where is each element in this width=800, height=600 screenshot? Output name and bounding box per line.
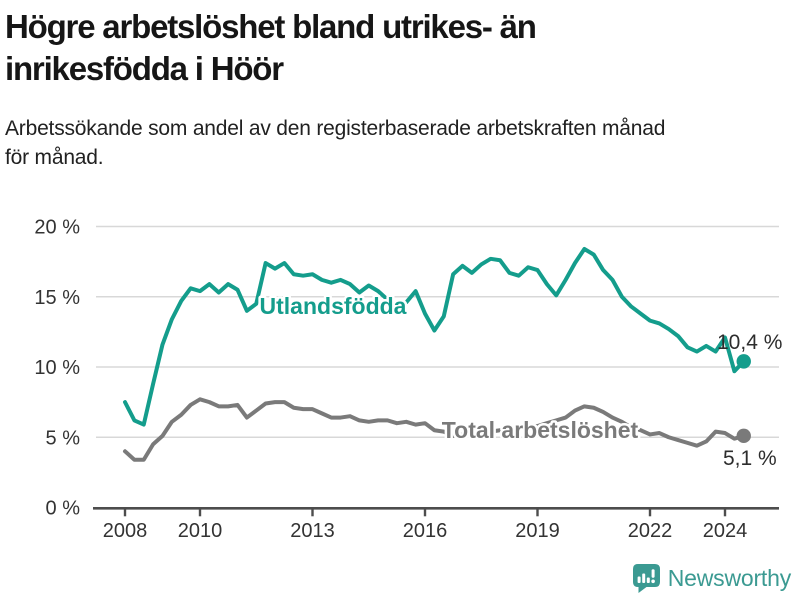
subtitle-line-2: för månad. (5, 146, 104, 169)
series-line-total-arbetsloshet (123, 397, 746, 462)
x-tick-label: 2019 (515, 520, 560, 542)
y-tick-label: 10 % (34, 357, 80, 379)
series-end-dot-utlandsfodda (736, 354, 751, 369)
logo-bar-3 (646, 577, 650, 583)
newsworthy-chart-bubble-icon (632, 564, 660, 593)
subtitle-line-1: Arbetssökande som andel av den registerb… (5, 117, 666, 140)
x-tick-label: 2016 (403, 520, 448, 542)
title-line-2: inrikesfödda i Höör (5, 50, 284, 87)
y-tick-label: 15 % (34, 287, 80, 309)
y-tick-label: 5 % (46, 427, 81, 449)
x-tick-label: 2022 (628, 520, 673, 542)
end-value-label-utlandsfodda: 10,4 % (717, 331, 782, 354)
series-end-dot-total-arbetsloshet (736, 428, 751, 444)
x-tick-label: 2024 (703, 520, 748, 542)
logo-exclamation-bar (651, 569, 655, 578)
logo-bubble (632, 564, 660, 593)
logo-bar-2 (641, 573, 645, 583)
logo-bar-1 (637, 576, 641, 583)
newsworthy-logo: Newsworthy (632, 564, 791, 593)
x-tick-label: 2013 (290, 520, 335, 542)
x-tick-label: 2010 (178, 520, 223, 542)
brand-name: Newsworthy (667, 565, 791, 591)
page-title: Högre arbetslöshet bland utrikes- än inr… (5, 6, 705, 90)
series-line-utlandsfodda (123, 246, 746, 427)
chart-subtitle: Arbetssökande som andel av den registerb… (5, 114, 795, 172)
y-tick-label: 20 % (34, 217, 80, 239)
series-label-total-arbetsloshet: Total arbetslöshet (442, 417, 639, 443)
end-value-label-total-arbetsloshet: 5,1 % (723, 447, 777, 470)
logo-exclamation-dot (651, 579, 655, 584)
x-tick-label: 2008 (103, 520, 148, 542)
title-line-1: Högre arbetslöshet bland utrikes- än (5, 8, 537, 45)
series-label-utlandsfodda: Utlandsfödda (260, 293, 407, 319)
y-tick-label: 0 % (46, 498, 81, 520)
